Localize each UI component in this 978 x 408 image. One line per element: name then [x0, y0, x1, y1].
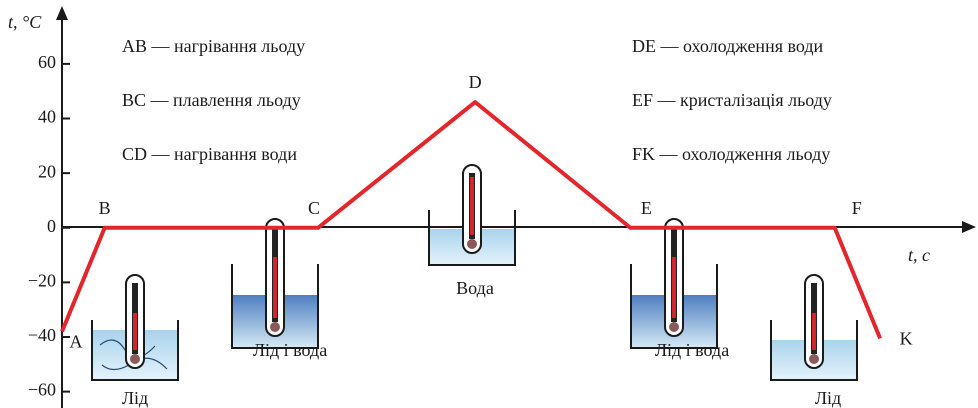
- annotation: FK — охолодження льоду: [632, 144, 830, 164]
- point-label: E: [641, 198, 652, 218]
- thermometer-bulb: [669, 322, 679, 332]
- beaker: [770, 320, 858, 381]
- y-tick-label: 60: [38, 52, 56, 72]
- illustration: [428, 164, 516, 266]
- annotation: EF — кристалізація льоду: [632, 90, 832, 110]
- y-axis-label: t, °C: [8, 12, 42, 32]
- illustration-caption: Лід і вода: [253, 340, 327, 360]
- y-tick-label: −20: [28, 270, 56, 290]
- beaker: [91, 320, 179, 381]
- illustration-caption: Лід: [122, 388, 148, 408]
- annotation: AB — нагрівання льоду: [122, 36, 305, 56]
- thermometer-red: [470, 177, 474, 235]
- y-tick-label: −60: [28, 380, 56, 400]
- illustration-caption: Лід: [815, 388, 841, 408]
- annotation: DE — охолодження води: [632, 36, 823, 56]
- y-tick-label: −40: [28, 325, 56, 345]
- thermometer-red: [273, 257, 277, 318]
- annotation: CD — нагрівання води: [122, 144, 297, 164]
- y-tick-label: 20: [38, 161, 56, 181]
- illustration: [770, 274, 858, 381]
- thermometer-bulb: [467, 239, 477, 249]
- y-axis-arrow: [56, 6, 68, 20]
- thermometer-red: [672, 257, 676, 318]
- thermometer-red: [133, 313, 137, 350]
- illustration: [630, 218, 718, 349]
- illustration-caption: Вода: [456, 278, 494, 298]
- illustration: [231, 218, 319, 349]
- point-label: K: [900, 328, 913, 348]
- point-label: A: [70, 332, 83, 352]
- illustration-caption: Лід і вода: [655, 340, 729, 360]
- y-tick-label: 0: [47, 216, 56, 236]
- thermometer-bulb: [130, 354, 140, 364]
- y-tick-label: 40: [38, 107, 56, 127]
- x-axis-arrow: [962, 221, 976, 233]
- point-label: D: [469, 72, 482, 92]
- beaker: [231, 264, 319, 349]
- annotation: BC — плавлення льоду: [122, 90, 301, 110]
- beaker: [630, 264, 718, 349]
- series-line: [60, 100, 882, 340]
- point-label: B: [99, 198, 111, 218]
- point-label: C: [308, 198, 320, 218]
- x-axis-label: t, c: [908, 245, 930, 265]
- thermometer-bulb: [270, 322, 280, 332]
- thermometer-red: [812, 313, 816, 350]
- point-label: F: [852, 198, 862, 218]
- illustration: [91, 274, 179, 381]
- thermometer-bulb: [809, 354, 819, 364]
- beaker: [428, 210, 516, 266]
